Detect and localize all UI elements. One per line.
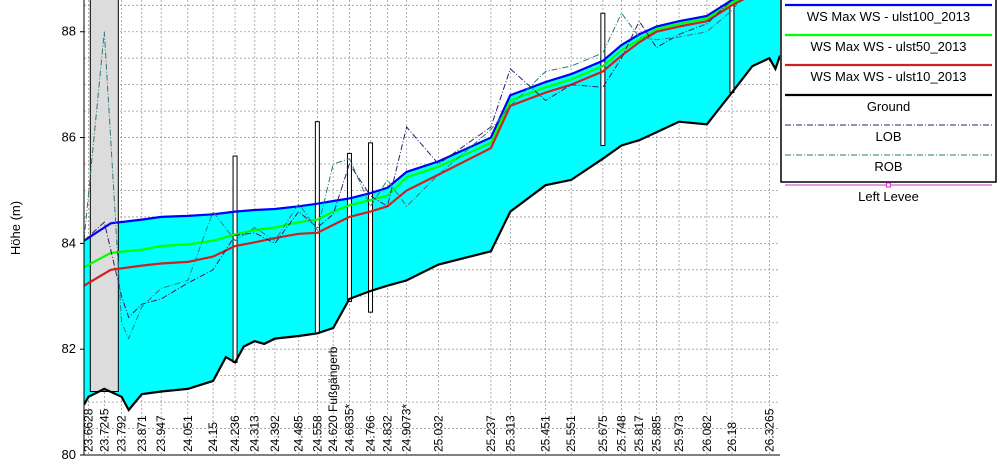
- bridge-pillar: [729, 0, 735, 94]
- legend-marker: [886, 182, 891, 188]
- water-fill: [84, 0, 780, 411]
- series-line: [84, 0, 741, 340]
- station-label: 23.792: [115, 415, 129, 452]
- bridge-pillar: [368, 142, 374, 313]
- series-line: [84, 0, 740, 269]
- y-tick-label: 88: [62, 24, 76, 39]
- station-label: 24.392: [268, 415, 282, 452]
- legend: WS Max WS - ulst100_2013 WS Max WS - ulst…: [780, 0, 997, 204]
- legend-entry: WS Max WS - ulst50_2013: [810, 39, 966, 54]
- bridge-pillar: [600, 12, 606, 146]
- series-line: [84, 0, 734, 319]
- y-tick-label: 86: [62, 130, 76, 145]
- station-label: 25.237: [484, 415, 498, 452]
- station-label: 24.236: [228, 415, 242, 452]
- station-label: 25.313: [503, 415, 517, 452]
- bridge-pillar: [232, 155, 238, 363]
- station-label: 23.947: [154, 415, 168, 452]
- station-label: 24.9073*: [400, 404, 414, 452]
- station-label: 25.885: [650, 415, 664, 452]
- bridge-pillar: [346, 152, 352, 303]
- series-line: [84, 0, 735, 242]
- legend-entry: LOB: [875, 129, 901, 144]
- station-label: 23.7245: [97, 408, 111, 452]
- station-label: 26.18: [725, 422, 739, 452]
- station-label: 25.451: [539, 415, 553, 452]
- station-label: 24.832: [380, 415, 394, 452]
- station-label: 25.032: [432, 415, 446, 452]
- station-label: 24.15: [206, 422, 220, 452]
- water-fill-area: [84, 0, 780, 411]
- y-tick-label: 80: [62, 447, 76, 460]
- legend-box: [780, 0, 997, 183]
- legend-entry: Left Levee: [858, 189, 919, 204]
- axes: 80 82 84 86 88 23.6628 23.7245 23.792 23.871 23.9…: [62, 0, 780, 462]
- station-label: 25.675: [596, 415, 610, 452]
- station-label: 24.313: [248, 415, 262, 452]
- station-label: 24.558: [310, 415, 324, 452]
- station-label: 23.6628: [82, 408, 96, 452]
- station-label: 25.551: [564, 415, 578, 452]
- station-label: 26.3265: [762, 408, 776, 452]
- series-lines: [84, 0, 780, 412]
- station-label: 25.748: [615, 415, 629, 452]
- series-line: [84, 0, 745, 287]
- station-label: 24.766: [364, 415, 378, 452]
- legend-entry: WS Max WS - ulst100_2013: [807, 9, 970, 24]
- station-label: 24.6835*: [342, 404, 356, 452]
- station-label: 23.871: [135, 415, 149, 452]
- y-tick-label: 82: [62, 341, 76, 356]
- legend-entry: Ground: [867, 99, 910, 114]
- legend-entry: WS Max WS - ulst10_2013: [810, 69, 966, 84]
- station-label: 25.817: [632, 415, 646, 452]
- y-tick-label: 84: [62, 235, 76, 250]
- station-label: 25.973: [672, 415, 686, 452]
- legend-entry: ROB: [874, 159, 902, 174]
- station-label: 24.620 Fußgängerb: [326, 346, 340, 452]
- station-label: 26.082: [700, 415, 714, 452]
- series-line: [84, 55, 780, 412]
- station-label: 24.051: [181, 415, 195, 452]
- y-axis-label: Höhe (m): [8, 201, 23, 255]
- station-label: 24.485: [292, 415, 306, 452]
